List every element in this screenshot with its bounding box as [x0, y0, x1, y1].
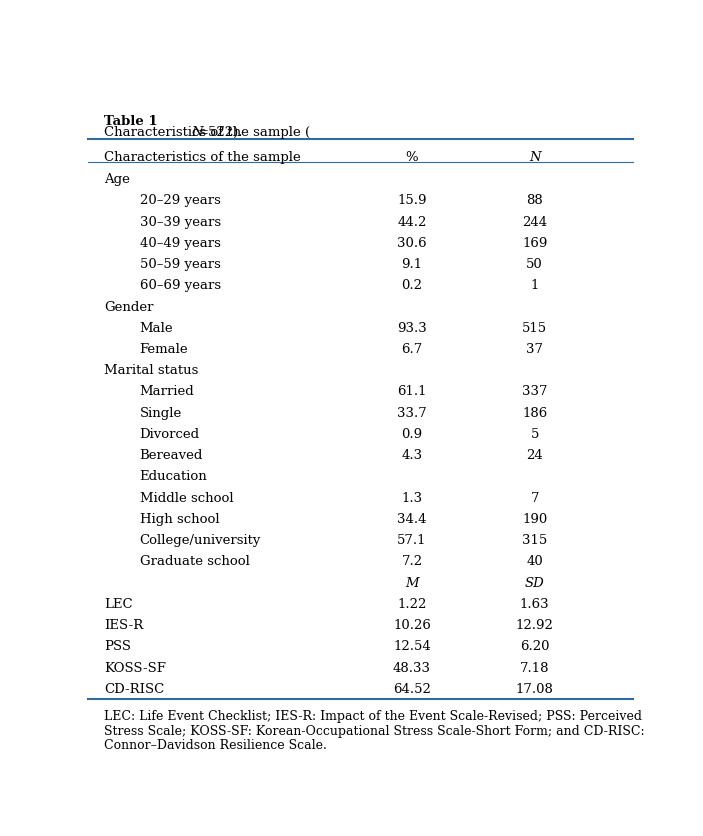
Text: %: %: [406, 150, 418, 164]
Text: 7: 7: [530, 492, 539, 505]
Text: LEC: Life Event Checklist; IES-R: Impact of the Event Scale-Revised; PSS: Percei: LEC: Life Event Checklist; IES-R: Impact…: [104, 711, 643, 723]
Text: 30.6: 30.6: [397, 237, 427, 250]
Text: 60–69 years: 60–69 years: [140, 279, 221, 293]
Text: 7.2: 7.2: [401, 555, 423, 568]
Text: College/university: College/university: [140, 534, 261, 548]
Text: Middle school: Middle school: [140, 492, 233, 505]
Text: 315: 315: [522, 534, 547, 548]
Text: PSS: PSS: [104, 640, 131, 654]
Text: 6.20: 6.20: [520, 640, 549, 654]
Text: 7.18: 7.18: [520, 661, 549, 675]
Text: 50: 50: [527, 258, 543, 271]
Text: 186: 186: [522, 407, 547, 420]
Text: Stress Scale; KOSS-SF: Korean-Occupational Stress Scale-Short Form; and CD-RISC:: Stress Scale; KOSS-SF: Korean-Occupation…: [104, 725, 645, 737]
Text: KOSS-SF: KOSS-SF: [104, 661, 166, 675]
Text: 93.3: 93.3: [397, 322, 427, 334]
Text: LEC: LEC: [104, 598, 133, 611]
Text: Male: Male: [140, 322, 173, 334]
Text: Bereaved: Bereaved: [140, 449, 203, 462]
Text: 24: 24: [527, 449, 543, 462]
Text: 515: 515: [522, 322, 547, 334]
Text: 30–39 years: 30–39 years: [140, 216, 221, 228]
Text: Divorced: Divorced: [140, 428, 200, 441]
Text: 1.63: 1.63: [520, 598, 550, 611]
Text: 6.7: 6.7: [401, 343, 423, 356]
Text: =522).: =522).: [198, 126, 243, 139]
Text: SD: SD: [524, 577, 545, 589]
Text: Connor–Davidson Resilience Scale.: Connor–Davidson Resilience Scale.: [104, 739, 327, 752]
Text: 34.4: 34.4: [397, 513, 427, 526]
Text: IES-R: IES-R: [104, 619, 143, 632]
Text: 15.9: 15.9: [397, 194, 427, 207]
Text: 1: 1: [531, 279, 538, 293]
Text: 20–29 years: 20–29 years: [140, 194, 221, 207]
Text: 64.52: 64.52: [393, 683, 431, 696]
Text: Married: Married: [140, 385, 195, 399]
Text: 61.1: 61.1: [397, 385, 427, 399]
Text: 1.22: 1.22: [397, 598, 427, 611]
Text: M: M: [405, 577, 419, 589]
Text: 50–59 years: 50–59 years: [140, 258, 221, 271]
Text: Characteristics of the sample: Characteristics of the sample: [104, 150, 301, 164]
Text: 88: 88: [527, 194, 543, 207]
Text: 48.33: 48.33: [393, 661, 431, 675]
Text: 0.9: 0.9: [401, 428, 423, 441]
Text: 37: 37: [526, 343, 543, 356]
Text: 244: 244: [522, 216, 547, 228]
Text: 0.2: 0.2: [401, 279, 423, 293]
Text: Graduate school: Graduate school: [140, 555, 250, 568]
Text: Table 1: Table 1: [104, 115, 158, 128]
Text: 57.1: 57.1: [397, 534, 427, 548]
Text: 17.08: 17.08: [516, 683, 553, 696]
Text: Marital status: Marital status: [104, 364, 198, 377]
Text: 4.3: 4.3: [401, 449, 423, 462]
Text: High school: High school: [140, 513, 219, 526]
Text: 12.92: 12.92: [516, 619, 553, 632]
Text: 1.3: 1.3: [401, 492, 423, 505]
Text: 337: 337: [522, 385, 548, 399]
Text: 9.1: 9.1: [401, 258, 423, 271]
Text: Characteristics of the sample (: Characteristics of the sample (: [104, 126, 310, 139]
Text: Age: Age: [104, 173, 130, 186]
Text: 190: 190: [522, 513, 547, 526]
Text: Gender: Gender: [104, 300, 154, 314]
Text: Single: Single: [140, 407, 182, 420]
Text: 12.54: 12.54: [393, 640, 431, 654]
Text: 33.7: 33.7: [397, 407, 427, 420]
Text: 169: 169: [522, 237, 548, 250]
Text: Education: Education: [140, 471, 207, 483]
Text: Female: Female: [140, 343, 188, 356]
Text: 44.2: 44.2: [397, 216, 427, 228]
Text: N: N: [191, 126, 203, 139]
Text: CD-RISC: CD-RISC: [104, 683, 165, 696]
Text: 5: 5: [531, 428, 538, 441]
Text: 40–49 years: 40–49 years: [140, 237, 221, 250]
Text: 10.26: 10.26: [393, 619, 431, 632]
Text: N: N: [529, 150, 541, 164]
Text: 40: 40: [527, 555, 543, 568]
